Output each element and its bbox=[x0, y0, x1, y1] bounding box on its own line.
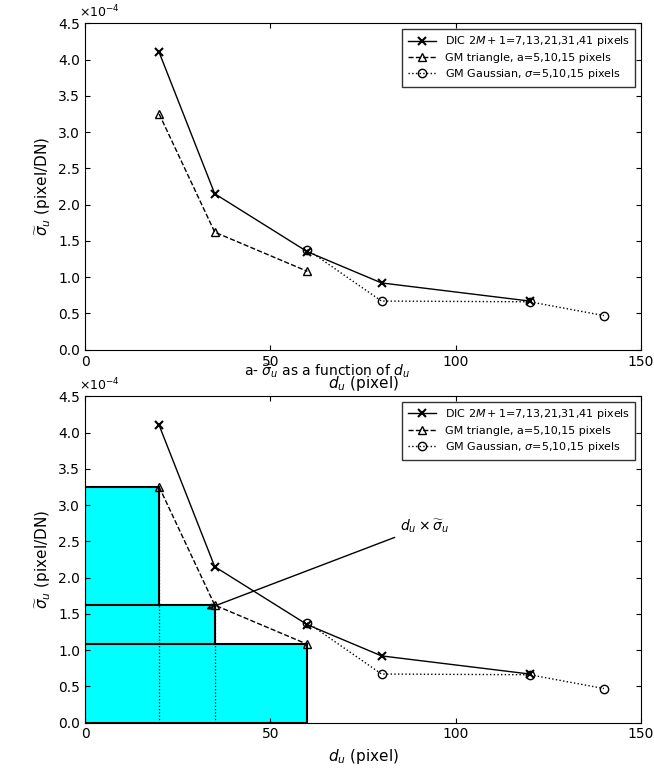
Text: $d_u \times \widetilde{\sigma}_u$: $d_u \times \widetilde{\sigma}_u$ bbox=[208, 517, 449, 609]
DIC $2M+1$=7,13,21,31,41 pixels bbox=[377, 278, 385, 287]
GM triangle, a=5,10,15 pixels bbox=[211, 601, 218, 610]
Bar bbox=[85, 487, 159, 723]
Line: GM triangle, a=5,10,15 pixels: GM triangle, a=5,10,15 pixels bbox=[155, 483, 311, 649]
DIC $2M+1$=7,13,21,31,41 pixels bbox=[155, 47, 163, 57]
GM triangle, a=5,10,15 pixels bbox=[155, 110, 163, 119]
Legend: DIC $2M+1$=7,13,21,31,41 pixels, GM triangle, a=5,10,15 pixels, GM Gaussian, $\s: DIC $2M+1$=7,13,21,31,41 pixels, GM tria… bbox=[402, 29, 636, 87]
X-axis label: $d_u$ (pixel): $d_u$ (pixel) bbox=[328, 747, 398, 766]
GM Gaussian, $\sigma$=5,10,15 pixels bbox=[303, 618, 311, 627]
GM triangle, a=5,10,15 pixels bbox=[155, 483, 163, 492]
GM Gaussian, $\sigma$=5,10,15 pixels bbox=[600, 311, 608, 320]
GM Gaussian, $\sigma$=5,10,15 pixels bbox=[377, 296, 385, 305]
GM Gaussian, $\sigma$=5,10,15 pixels bbox=[600, 684, 608, 693]
Line: DIC $2M+1$=7,13,21,31,41 pixels: DIC $2M+1$=7,13,21,31,41 pixels bbox=[155, 48, 534, 305]
DIC $2M+1$=7,13,21,31,41 pixels bbox=[303, 247, 311, 256]
DIC $2M+1$=7,13,21,31,41 pixels bbox=[211, 562, 218, 571]
Bar bbox=[85, 605, 215, 723]
GM triangle, a=5,10,15 pixels bbox=[303, 639, 311, 649]
Text: $\times10^{-4}$: $\times10^{-4}$ bbox=[80, 376, 120, 393]
Y-axis label: $\widetilde{\sigma}_u$ (pixel/DN): $\widetilde{\sigma}_u$ (pixel/DN) bbox=[33, 510, 52, 609]
DIC $2M+1$=7,13,21,31,41 pixels bbox=[377, 651, 385, 660]
Line: GM Gaussian, $\sigma$=5,10,15 pixels: GM Gaussian, $\sigma$=5,10,15 pixels bbox=[303, 618, 608, 692]
Line: GM Gaussian, $\sigma$=5,10,15 pixels: GM Gaussian, $\sigma$=5,10,15 pixels bbox=[303, 246, 608, 319]
Text: a- $\widetilde{\sigma}_u$ as a function of $d_u$: a- $\widetilde{\sigma}_u$ as a function … bbox=[244, 363, 410, 380]
GM Gaussian, $\sigma$=5,10,15 pixels bbox=[377, 669, 385, 678]
DIC $2M+1$=7,13,21,31,41 pixels bbox=[526, 669, 534, 678]
DIC $2M+1$=7,13,21,31,41 pixels bbox=[303, 620, 311, 629]
DIC $2M+1$=7,13,21,31,41 pixels bbox=[211, 189, 218, 198]
GM Gaussian, $\sigma$=5,10,15 pixels bbox=[526, 670, 534, 679]
Text: $\times10^{-4}$: $\times10^{-4}$ bbox=[80, 3, 120, 20]
GM Gaussian, $\sigma$=5,10,15 pixels bbox=[526, 297, 534, 306]
DIC $2M+1$=7,13,21,31,41 pixels bbox=[155, 420, 163, 430]
GM Gaussian, $\sigma$=5,10,15 pixels bbox=[303, 245, 311, 254]
Y-axis label: $\widetilde{\sigma}_u$ (pixel/DN): $\widetilde{\sigma}_u$ (pixel/DN) bbox=[33, 137, 52, 236]
GM triangle, a=5,10,15 pixels bbox=[303, 267, 311, 276]
Line: GM triangle, a=5,10,15 pixels: GM triangle, a=5,10,15 pixels bbox=[155, 110, 311, 276]
Bar bbox=[85, 644, 307, 723]
GM triangle, a=5,10,15 pixels bbox=[211, 228, 218, 237]
X-axis label: $d_u$ (pixel): $d_u$ (pixel) bbox=[328, 374, 398, 393]
Legend: DIC $2M+1$=7,13,21,31,41 pixels, GM triangle, a=5,10,15 pixels, GM Gaussian, $\s: DIC $2M+1$=7,13,21,31,41 pixels, GM tria… bbox=[402, 402, 636, 460]
DIC $2M+1$=7,13,21,31,41 pixels bbox=[526, 296, 534, 305]
Line: DIC $2M+1$=7,13,21,31,41 pixels: DIC $2M+1$=7,13,21,31,41 pixels bbox=[155, 421, 534, 678]
